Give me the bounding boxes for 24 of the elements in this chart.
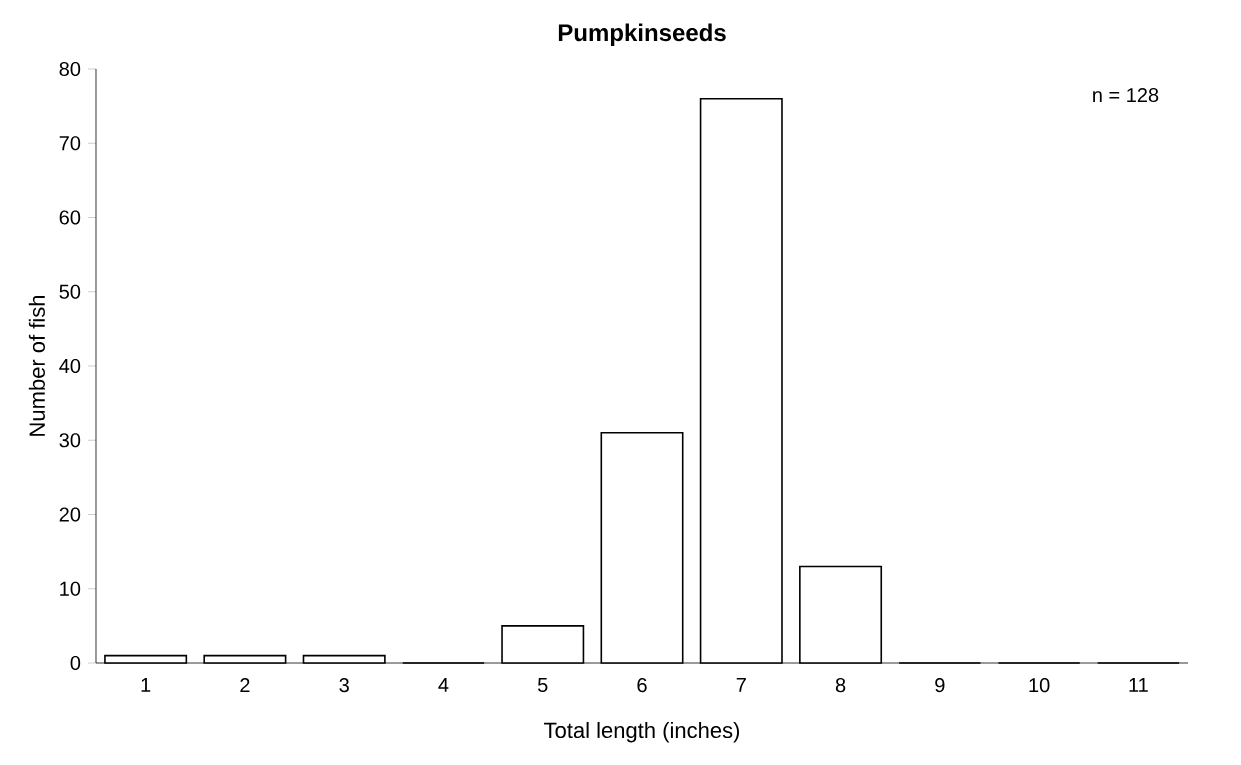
annotation: n = 128: [1093, 87, 1159, 103]
x-tick-label: 5: [537, 678, 548, 693]
x-axis-title: Total length (inches): [544, 721, 740, 743]
x-tick-label: 8: [835, 678, 846, 693]
x-tick-label: 2: [240, 678, 250, 693]
x-tick-label: 3: [339, 678, 349, 693]
chart-title: Pumpkinseeds: [558, 23, 726, 46]
y-tick-label: 10: [60, 581, 81, 596]
x-tick-label: 7: [736, 678, 746, 692]
y-tick-label: 80: [59, 61, 81, 77]
x-tick-label: 4: [438, 678, 449, 692]
y-tick-label: 60: [59, 210, 81, 225]
x-tick-label: 10: [1029, 678, 1050, 693]
y-tick-label: 70: [59, 136, 81, 151]
y-tick-label: 20: [59, 507, 81, 522]
x-tick-label: 11: [1129, 678, 1148, 692]
x-tick-label: 1: [141, 678, 151, 692]
y-axis-title: Number of fish: [28, 295, 45, 436]
y-tick-label: 0: [70, 655, 81, 671]
y-tick-label: 50: [59, 284, 81, 299]
x-tick-label: 9: [935, 678, 945, 693]
y-tick-label: 30: [59, 433, 81, 448]
y-tick-label: 40: [59, 358, 81, 374]
x-tick-label: 6: [637, 678, 647, 693]
